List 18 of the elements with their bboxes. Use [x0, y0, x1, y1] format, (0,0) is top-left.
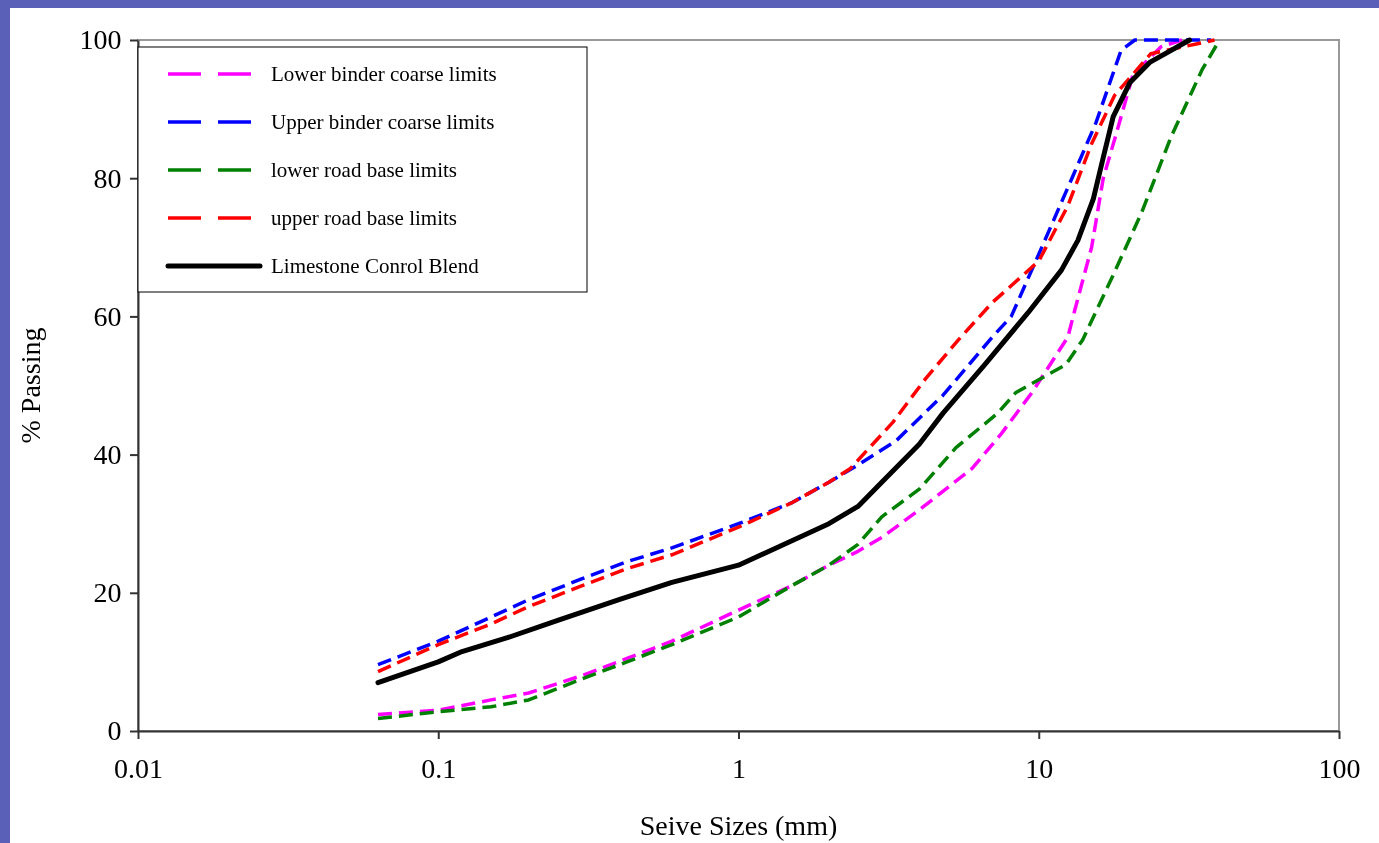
- y-axis-title: % Passing: [15, 327, 46, 444]
- y-tick-label: 60: [93, 300, 122, 332]
- legend-label: lower road base limits: [271, 158, 458, 182]
- legend-label: Limestone Conrol Blend: [271, 254, 480, 278]
- x-axis-title: Seive Sizes (mm): [639, 810, 838, 841]
- legend-label: Upper binder coarse limits: [271, 110, 495, 134]
- legend-label: Lower binder coarse limits: [271, 62, 497, 86]
- x-tick-label: 0.01: [114, 753, 163, 785]
- y-tick-label: 40: [93, 439, 122, 471]
- y-tick-label: 100: [79, 24, 122, 56]
- x-tick-label: 1: [732, 753, 746, 785]
- x-tick-label: 0.1: [421, 753, 457, 785]
- y-tick-label: 0: [107, 715, 122, 747]
- x-tick-label: 10: [1025, 753, 1054, 785]
- legend-label: upper road base limits: [271, 206, 458, 230]
- y-tick-label: 20: [93, 577, 122, 609]
- y-tick-label: 80: [93, 162, 122, 194]
- x-tick-label: 100: [1318, 753, 1361, 785]
